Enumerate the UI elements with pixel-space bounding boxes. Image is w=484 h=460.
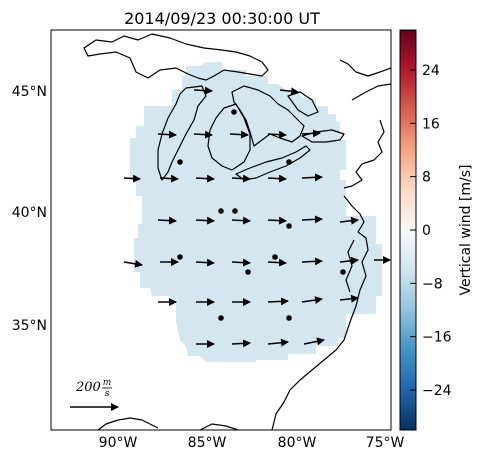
wind-vector-arrow <box>301 173 323 182</box>
wind-vector-arrow <box>267 258 287 267</box>
colorbar-tick-label: 0 <box>422 223 431 239</box>
lake-erie <box>235 145 311 181</box>
wind-vector-arrow <box>303 337 325 346</box>
wind-vector-arrow <box>157 216 177 225</box>
colorbar-tick-label: 8 <box>422 170 431 186</box>
wind-vector-arrow <box>339 216 359 225</box>
northeast-coast <box>351 83 391 101</box>
station-marker <box>177 159 183 165</box>
vertical-wind-field <box>130 62 382 362</box>
colorbar-tick-label: 16 <box>422 116 440 132</box>
wind-vector-arrow <box>301 129 321 138</box>
colorbar-tick-label: −24 <box>422 383 452 399</box>
station-marker <box>245 269 251 275</box>
station-marker <box>286 159 292 165</box>
michigan-peninsula <box>207 103 251 171</box>
station-marker <box>231 109 237 115</box>
wind-vector-arrow <box>267 338 289 347</box>
wind-vector-arrow <box>301 296 323 304</box>
gulf-coast <box>97 417 159 430</box>
wind-vector-arrow <box>195 174 215 183</box>
wind-vector-arrow <box>301 257 323 266</box>
wind-vector-arrow <box>193 130 213 139</box>
lake-huron <box>231 85 305 147</box>
wind-vector-arrow <box>229 130 249 139</box>
wind-vector-arrow <box>157 130 177 139</box>
wind-vector-arrow <box>301 215 323 224</box>
scale-unit-bottom: s <box>105 389 110 399</box>
station-marker <box>232 208 238 214</box>
wind-vector-arrow <box>195 216 215 225</box>
lon-label-75: 75°W <box>366 435 405 451</box>
station-marker <box>218 315 224 321</box>
station-marker <box>340 269 346 275</box>
wind-vector-arrow <box>267 297 289 306</box>
wind-vector-arrow <box>267 216 287 225</box>
scale-vector: 200 m s <box>70 378 119 411</box>
lake-superior <box>83 33 269 81</box>
wind-vector-arrow <box>231 174 251 183</box>
lat-label-45: 45°N <box>12 84 47 100</box>
chesapeake-bay <box>345 239 355 293</box>
wind-vectors <box>123 86 391 348</box>
scale-value: 200 <box>75 380 101 395</box>
colorbar-tick-label: −8 <box>422 276 443 292</box>
new-england-coast <box>343 119 385 189</box>
colorbar-tick-label: 24 <box>422 63 440 79</box>
station-marker <box>177 254 183 260</box>
map-frame <box>50 29 392 431</box>
lon-label-80: 80°W <box>278 435 317 451</box>
lat-label-35: 35°N <box>12 318 47 334</box>
colorbar-tick-label: −16 <box>422 330 452 346</box>
wind-vector-arrow <box>193 86 213 95</box>
lat-label-40: 40°N <box>12 205 47 221</box>
wind-vector-arrow <box>279 87 299 96</box>
georgian-bay <box>287 91 319 117</box>
map-title: 2014/09/23 00:30:00 UT <box>124 9 320 28</box>
wind-vector-arrow <box>231 216 251 225</box>
wind-vector-arrow <box>267 130 287 139</box>
wind-vector-arrow <box>267 174 287 183</box>
wind-vector-arrow <box>339 256 359 265</box>
atlantic-coast <box>271 195 369 430</box>
wind-vector-arrow <box>159 174 179 183</box>
colorbar-ticks: 24 16 8 0 −8 −16 −24 <box>410 63 452 399</box>
florida-panhandle <box>199 423 239 430</box>
scale-unit-top: m <box>103 378 112 388</box>
station-markers <box>177 109 346 321</box>
wind-vector-arrow <box>123 174 141 183</box>
wind-vector-arrow <box>195 258 215 267</box>
station-marker <box>286 223 292 229</box>
st-lawrence-coast <box>339 59 391 77</box>
wind-vector-arrow <box>339 294 359 303</box>
wind-vector-arrow <box>231 258 251 267</box>
coastlines <box>83 33 391 430</box>
station-marker <box>218 208 224 214</box>
lake-michigan <box>157 85 207 181</box>
station-marker <box>286 315 292 321</box>
wind-vector-arrow <box>231 339 251 348</box>
colorbar-label: Vertical wind [m/s] <box>458 165 474 296</box>
wind-vector-arrow <box>123 259 143 268</box>
lon-label-90: 90°W <box>99 435 138 451</box>
station-marker <box>272 254 278 260</box>
lon-label-85: 85°W <box>188 435 227 451</box>
